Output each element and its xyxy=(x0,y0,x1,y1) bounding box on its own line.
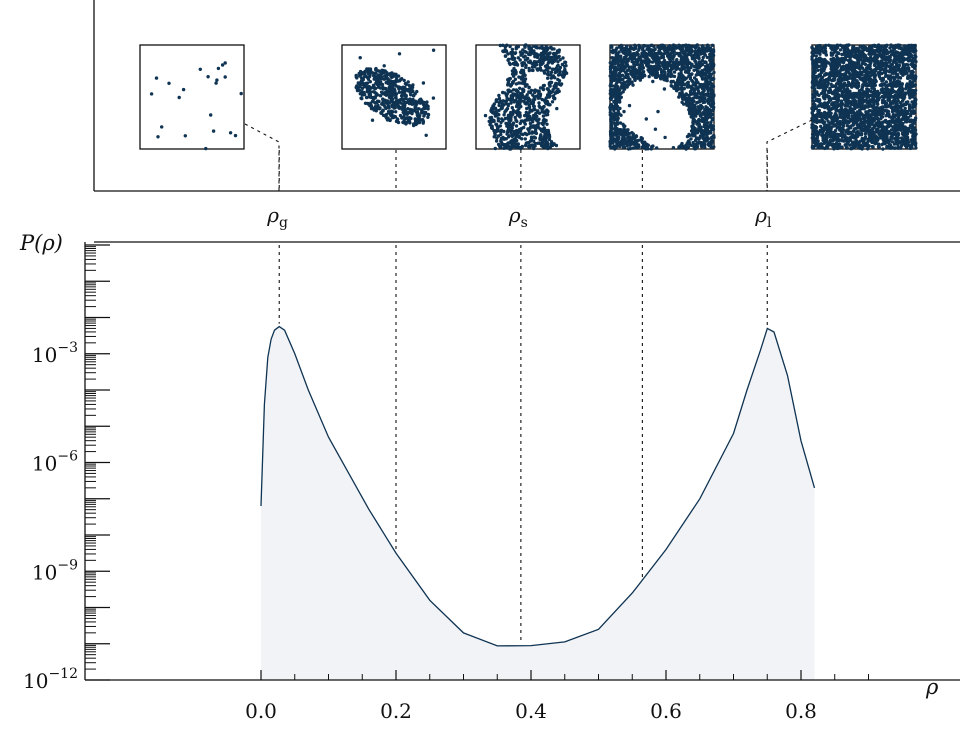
leader-gas xyxy=(244,123,280,191)
y-axis-title: P(ρ) xyxy=(19,231,63,255)
x-axis-title: ρ xyxy=(925,675,939,699)
y-tick-label-3: 10−12 xyxy=(23,666,78,693)
marker-label-4: ρl xyxy=(754,203,772,231)
y-tick-label-0: 10−3 xyxy=(32,340,78,367)
snapshot-liquid xyxy=(810,43,918,151)
series-line xyxy=(260,325,816,647)
x-tick-label-0: 0.0 xyxy=(245,699,277,723)
x-tick-label-1: 0.2 xyxy=(380,699,412,723)
area-fill xyxy=(261,326,815,680)
x-ticks: 0.0 0.2 0.4 0.6 0.8 xyxy=(245,670,869,723)
x-tick-label-2: 0.4 xyxy=(515,699,547,723)
snapshot-slab xyxy=(475,43,581,151)
y-tick-label-2: 10−9 xyxy=(32,557,78,584)
marker-labels: ρg ρs ρl xyxy=(266,203,772,231)
y-ticks: 10−3 10−6 10−9 10−12 xyxy=(23,244,110,693)
x-tick-label-3: 0.6 xyxy=(650,699,682,723)
snapshot-cluster xyxy=(341,44,447,150)
y-tick-label-1: 10−6 xyxy=(32,449,78,476)
leader-liquid xyxy=(766,119,813,191)
density-markers xyxy=(278,150,768,643)
distribution-area xyxy=(261,326,815,680)
distribution-curve xyxy=(260,325,816,647)
snapshot-gas xyxy=(139,44,245,151)
marker-label-0: ρg xyxy=(266,203,288,231)
snapshot-bubble xyxy=(608,43,716,151)
marker-label-2: ρs xyxy=(508,203,528,231)
snapshots xyxy=(139,43,918,191)
x-tick-label-4: 0.8 xyxy=(785,699,817,723)
